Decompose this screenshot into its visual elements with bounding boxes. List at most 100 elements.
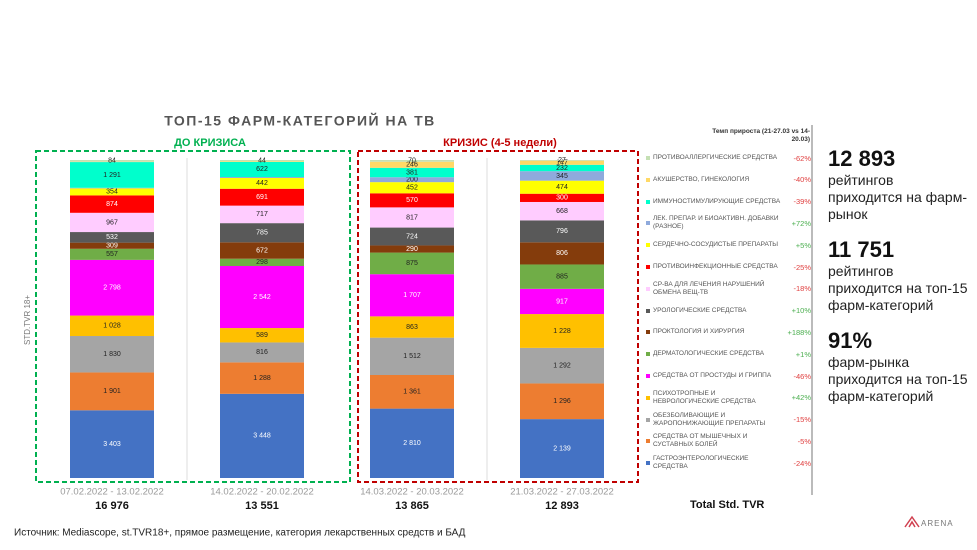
data-label: 1 292 — [553, 363, 571, 370]
legend-label: СЕРДЕЧНО-СОСУДИСТЫЕ ПРЕПАРАТЫ — [653, 241, 779, 249]
data-label: 863 — [406, 324, 418, 331]
legend-item: ПРОТИВОИНФЕКЦИОННЫЕ СРЕДСТВА -25% — [646, 257, 811, 277]
data-label: 806 — [556, 250, 568, 257]
data-label: 452 — [406, 185, 418, 192]
bar-segment — [370, 193, 454, 208]
x-tick-label: 07.02.2022 - 13.02.2022 — [60, 487, 164, 498]
bar-segment — [220, 393, 304, 478]
legend-swatch — [646, 308, 650, 313]
bar-segment — [220, 188, 304, 206]
data-label: 300 — [556, 195, 568, 202]
data-label: 874 — [106, 201, 118, 208]
growth-label: +42% — [791, 393, 811, 403]
legend-item: УРОЛОГИЧЕСКИЕ СРЕДСТВА +10% — [646, 301, 811, 321]
legend-swatch — [646, 330, 650, 335]
stat-text: рейтингов приходится на топ-15 фарм-кате… — [828, 263, 968, 313]
stat-text: рейтингов приходится на фарм-рынок — [828, 172, 968, 222]
legend-swatch — [646, 374, 650, 378]
growth-label: -40% — [793, 175, 811, 185]
data-label: 442 — [256, 180, 268, 187]
data-label: 532 — [106, 234, 118, 241]
data-label: 724 — [406, 233, 418, 240]
bar-segment — [70, 188, 154, 196]
bar-segment — [520, 193, 604, 202]
bar-segment — [220, 161, 304, 162]
bar-segment — [520, 180, 604, 194]
data-label: 668 — [556, 208, 568, 215]
bar-segment — [70, 336, 154, 373]
growth-label: -5% — [797, 436, 811, 446]
bar-segment — [370, 375, 454, 409]
bar-segment — [70, 259, 154, 316]
data-label: 1 707 — [403, 292, 421, 299]
legend-label: СРЕДСТВА ОТ МЫШЕЧНЫХ И СУСТАВНЫХ БОЛЕЙ — [653, 433, 748, 449]
legend-label: УРОЛОГИЧЕСКИЕ СРЕДСТВА — [653, 306, 747, 314]
stat-value: 11 751 — [828, 237, 895, 262]
data-label: 381 — [406, 169, 418, 176]
legend-item: АКУШЕРСТВО, ГИНЕКОЛОГИЯ -40% — [646, 170, 811, 190]
bar-segment — [370, 207, 454, 228]
bar-segment — [520, 160, 604, 161]
legend-swatch — [646, 461, 650, 466]
logo — [904, 515, 920, 528]
data-label: 2 810 — [403, 440, 421, 447]
data-label: 885 — [556, 273, 568, 280]
bar-segment — [520, 347, 604, 384]
legend-label: ПРОТИВОИНФЕКЦИОННЫЕ СРЕДСТВА — [653, 263, 778, 270]
growth-label: +1% — [795, 349, 811, 359]
growth-title: Темп прироста (21-27.03 vs 14-20.03) — [712, 128, 810, 143]
legend-swatch — [646, 286, 650, 291]
bar-segment — [370, 408, 454, 478]
bar-segment — [70, 242, 154, 249]
legend-item: ОБЕЗБОЛИВАЮЩИЕ И ЖАРОПОНИЖАЮЩИЕ ПРЕПАРАТ… — [646, 410, 811, 430]
data-label: 816 — [256, 349, 268, 356]
bar-segment — [520, 171, 604, 181]
legend-label: СРЕДСТВА ОТ ПРОСТУДЫ И ГРИППА — [653, 372, 772, 379]
data-label: 622 — [256, 166, 268, 173]
brand: ARENA — [921, 519, 954, 528]
legend-swatch — [646, 243, 650, 248]
legend-item: СРЕДСТВА ОТ ПРОСТУДЫ И ГРИППА -46% — [646, 366, 811, 386]
data-label: 1 361 — [403, 389, 421, 396]
source: Источник: Mediascope, st.TVR18+, прямое … — [14, 528, 466, 539]
bar-segment — [370, 227, 454, 246]
data-label: 785 — [256, 230, 268, 237]
legend-item: ИММУНОСТИМУЛИРУЮЩИЕ СРЕДСТВА -39% — [646, 192, 811, 212]
bar-segment — [520, 201, 604, 221]
chart-title: ТОП-15 ФАРМ-КАТЕГОРИЙ НА ТВ — [164, 112, 436, 129]
stats: 12 893 рейтингов приходится на фарм-рынок… — [828, 142, 968, 419]
legend-item: СРЕДСТВА ОТ МЫШЕЧНЫХ И СУСТАВНЫХ БОЛЕЙ -5… — [646, 431, 811, 451]
growth-label: -24% — [793, 458, 811, 468]
legend-swatch — [646, 177, 650, 182]
bar-segment — [70, 372, 154, 411]
bar-segment — [220, 258, 304, 266]
bar-segment — [220, 205, 304, 224]
group-box — [35, 150, 351, 483]
legend-swatch — [646, 417, 650, 422]
data-label: 2 798 — [103, 285, 121, 292]
group-label: ДО КРИЗИСА — [174, 137, 246, 149]
data-label: 570 — [406, 197, 418, 204]
legend-label: ГАСТРОЭНТЕРОЛОГИЧЕСКИЕ СРЕДСТВА — [653, 455, 749, 471]
legend-swatch — [646, 395, 650, 400]
data-label: 84 — [108, 158, 116, 165]
bar-segment — [220, 177, 304, 189]
bar-segment — [70, 410, 154, 478]
bar-segment — [520, 314, 604, 348]
bar-segment — [520, 419, 604, 478]
legend-item: ГАСТРОЭНТЕРОЛОГИЧЕСКИЕ СРЕДСТВА -24% — [646, 453, 811, 473]
y-axis-label: STD.TVR 18+ — [23, 295, 32, 345]
data-label: 354 — [106, 189, 118, 196]
bar-segment — [370, 252, 454, 275]
legend-item: ПРОТИВОАЛЛЕРГИЧЕСКИЕ СРЕДСТВА -62% — [646, 148, 811, 168]
data-label: 1 291 — [103, 172, 121, 179]
bar-segment — [370, 160, 454, 162]
bar-segment — [70, 160, 154, 162]
growth-label: +72% — [791, 218, 811, 228]
bar-segment — [370, 167, 454, 178]
bar-segment — [70, 232, 154, 243]
bar-segment — [370, 177, 454, 183]
legend-item: ЛЕК. ПРЕПАР. И БИОАКТИВН. ДОБАВКИ (РАЗНО… — [646, 213, 811, 233]
